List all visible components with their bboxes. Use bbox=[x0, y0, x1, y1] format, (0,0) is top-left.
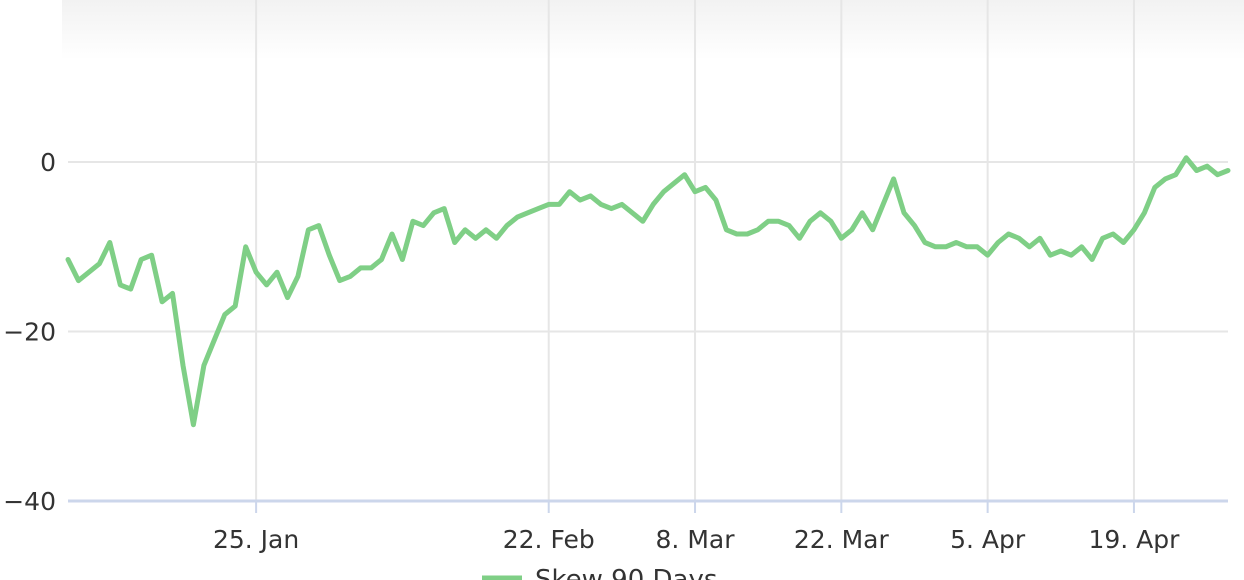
x-tick-label: 8. Mar bbox=[656, 525, 736, 554]
plot-top-shade bbox=[62, 0, 1244, 60]
x-tick-label: 22. Mar bbox=[794, 525, 890, 554]
series-layer bbox=[65, 155, 1231, 428]
x-tick-label: 25. Jan bbox=[213, 525, 299, 554]
legend-item-label[interactable]: Skew 90 Days bbox=[535, 565, 717, 580]
series-line-skew-90-days[interactable] bbox=[65, 155, 1231, 428]
axes: 0 −20 −40 25. Jan 22. Feb 8. Mar 22. Mar 5. Apr… bbox=[3, 148, 1228, 554]
y-tick-label: −20 bbox=[3, 318, 56, 347]
legend[interactable]: Skew 90 Days bbox=[482, 565, 717, 580]
x-tick-label: 19. Apr bbox=[1088, 525, 1180, 554]
grid bbox=[68, 0, 1228, 501]
x-tick-label: 5. Apr bbox=[950, 525, 1026, 554]
x-tick-label: 22. Feb bbox=[503, 525, 595, 554]
y-tick-label: −40 bbox=[3, 487, 56, 516]
y-tick-label: 0 bbox=[40, 148, 56, 177]
